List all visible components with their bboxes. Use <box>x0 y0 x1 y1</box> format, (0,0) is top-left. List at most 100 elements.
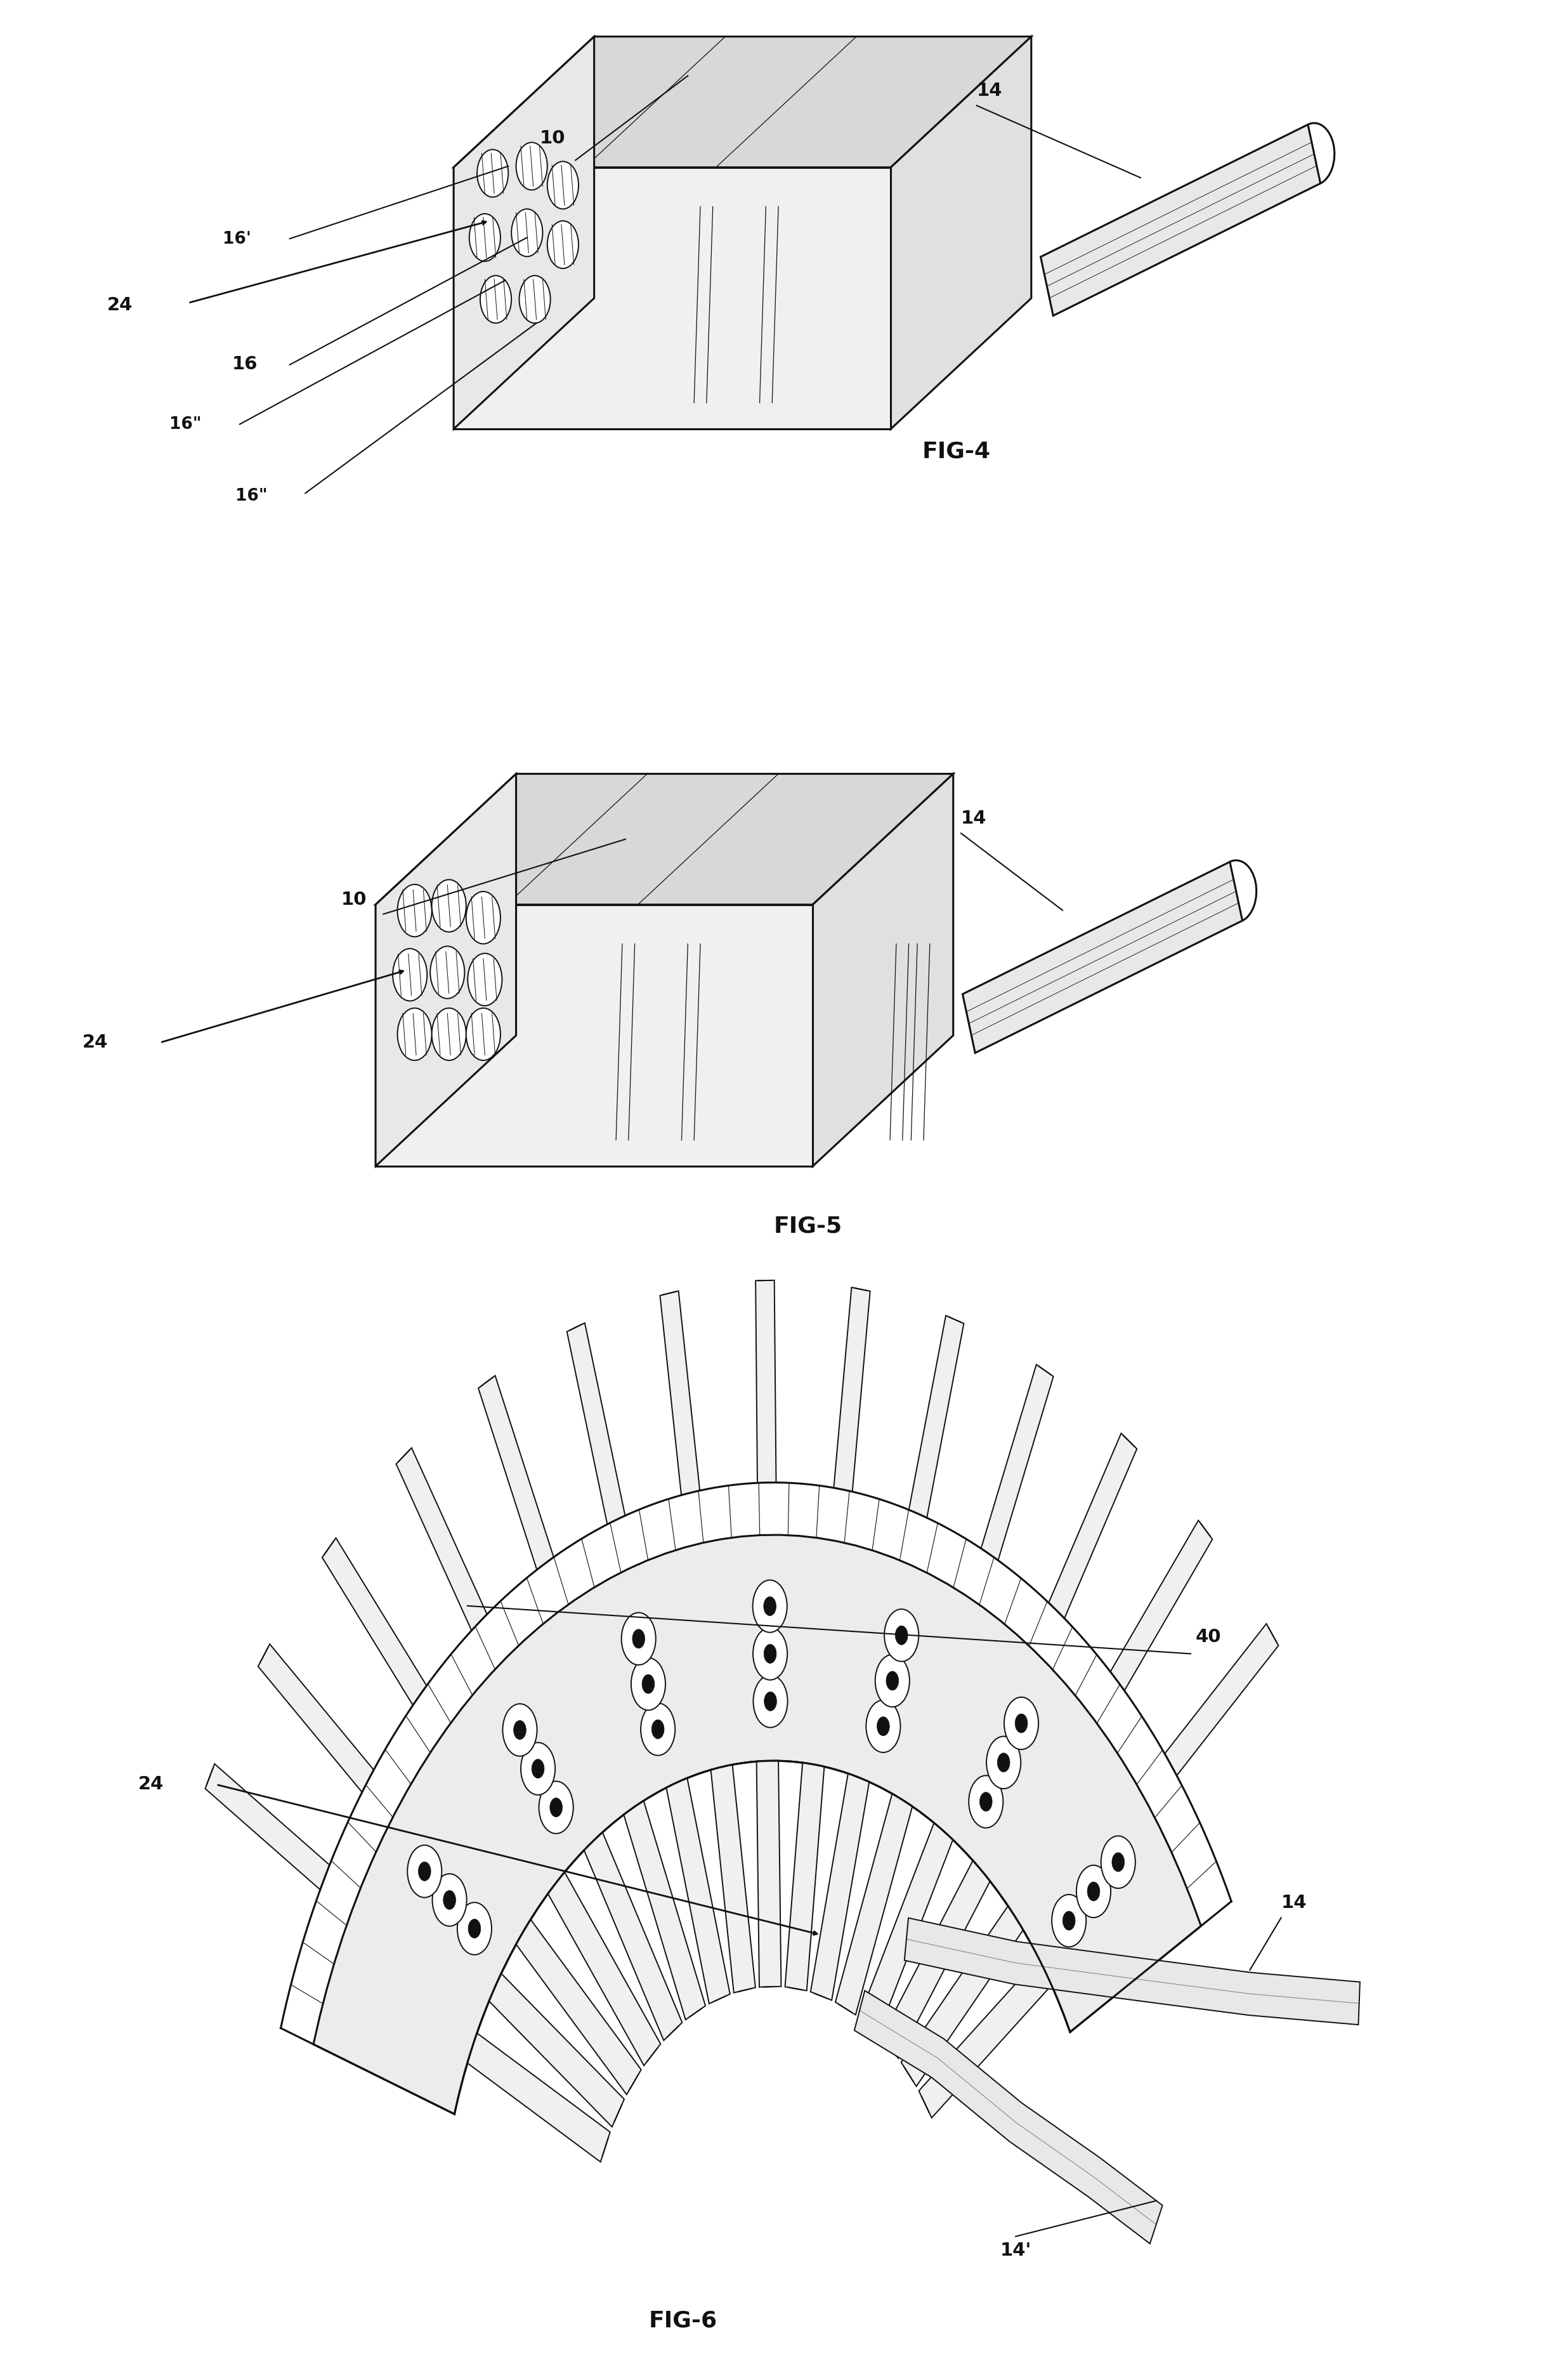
Circle shape <box>480 276 511 324</box>
Circle shape <box>397 885 431 938</box>
Circle shape <box>997 1754 1010 1773</box>
Circle shape <box>896 1626 908 1645</box>
Polygon shape <box>395 1447 488 1630</box>
Polygon shape <box>375 774 516 1166</box>
Text: 16': 16' <box>222 231 252 248</box>
Polygon shape <box>1110 1521 1213 1690</box>
Circle shape <box>885 1609 919 1661</box>
Circle shape <box>641 1704 675 1756</box>
Circle shape <box>547 221 578 269</box>
Circle shape <box>397 1009 431 1061</box>
Circle shape <box>1077 1866 1111 1918</box>
Text: 24: 24 <box>138 1775 164 1792</box>
Polygon shape <box>811 1773 869 1999</box>
Circle shape <box>477 150 508 198</box>
Circle shape <box>539 1780 574 1833</box>
Polygon shape <box>453 36 1032 167</box>
Circle shape <box>469 1918 481 1937</box>
Circle shape <box>547 162 578 209</box>
Polygon shape <box>567 1323 625 1523</box>
Polygon shape <box>982 1364 1053 1561</box>
Circle shape <box>514 1721 527 1740</box>
Polygon shape <box>1164 1623 1279 1775</box>
Circle shape <box>633 1630 646 1649</box>
Circle shape <box>1014 1714 1027 1733</box>
Circle shape <box>764 1692 777 1711</box>
Circle shape <box>877 1716 889 1735</box>
Circle shape <box>419 1861 431 1880</box>
Polygon shape <box>813 774 953 1166</box>
Polygon shape <box>467 2033 610 2161</box>
Circle shape <box>433 1873 467 1925</box>
Circle shape <box>753 1628 788 1680</box>
Polygon shape <box>891 36 1032 428</box>
Circle shape <box>622 1614 656 1666</box>
Polygon shape <box>1041 124 1321 317</box>
Circle shape <box>652 1721 664 1740</box>
Text: 24: 24 <box>83 1033 108 1052</box>
Polygon shape <box>516 1918 641 2094</box>
Polygon shape <box>711 1764 755 1992</box>
Text: 14: 14 <box>977 81 1002 100</box>
Polygon shape <box>963 862 1243 1052</box>
Circle shape <box>631 1659 666 1711</box>
Circle shape <box>408 1845 442 1897</box>
Polygon shape <box>453 36 594 428</box>
Polygon shape <box>855 1990 1163 2244</box>
Text: 14: 14 <box>961 809 986 828</box>
Text: 14': 14' <box>1000 2242 1032 2259</box>
Circle shape <box>980 1792 993 1811</box>
Polygon shape <box>660 1290 700 1495</box>
Polygon shape <box>585 1833 681 2040</box>
Polygon shape <box>910 1316 964 1518</box>
Polygon shape <box>453 167 891 428</box>
Text: 40: 40 <box>1196 1628 1221 1645</box>
Polygon shape <box>882 1861 989 2059</box>
Polygon shape <box>902 1906 1024 2087</box>
Polygon shape <box>314 1535 1200 2113</box>
Circle shape <box>431 881 466 933</box>
Circle shape <box>519 276 550 324</box>
Text: 10: 10 <box>341 890 367 909</box>
Circle shape <box>764 1645 777 1664</box>
Circle shape <box>1003 1697 1038 1749</box>
Circle shape <box>764 1597 777 1616</box>
Circle shape <box>753 1580 788 1633</box>
Text: FIG-4: FIG-4 <box>922 440 991 462</box>
Circle shape <box>1063 1911 1075 1930</box>
Polygon shape <box>258 1645 374 1792</box>
Text: 24: 24 <box>106 295 133 314</box>
Circle shape <box>466 1009 500 1061</box>
Polygon shape <box>489 1973 624 2128</box>
Circle shape <box>469 214 500 262</box>
Polygon shape <box>785 1764 824 1990</box>
Polygon shape <box>919 1959 1052 2118</box>
Circle shape <box>642 1676 655 1695</box>
Polygon shape <box>755 1280 777 1483</box>
Circle shape <box>753 1676 788 1728</box>
Circle shape <box>866 1699 900 1752</box>
Polygon shape <box>624 1802 705 2021</box>
Text: 16": 16" <box>234 488 267 505</box>
Circle shape <box>1052 1894 1086 1947</box>
Polygon shape <box>666 1778 730 2004</box>
Circle shape <box>875 1654 910 1706</box>
Polygon shape <box>478 1376 553 1571</box>
Circle shape <box>444 1890 456 1909</box>
Text: 16": 16" <box>169 416 202 433</box>
Text: 10: 10 <box>539 129 566 148</box>
Circle shape <box>520 1742 555 1795</box>
Circle shape <box>503 1704 538 1756</box>
Circle shape <box>886 1671 899 1690</box>
Text: 14: 14 <box>1282 1894 1307 1911</box>
Circle shape <box>430 947 464 1000</box>
Polygon shape <box>756 1761 782 1987</box>
Circle shape <box>431 1009 466 1061</box>
Circle shape <box>1088 1883 1100 1902</box>
Circle shape <box>1111 1852 1124 1871</box>
Circle shape <box>986 1737 1021 1790</box>
Text: 16: 16 <box>231 355 258 374</box>
Polygon shape <box>860 1823 953 2035</box>
Circle shape <box>531 1759 544 1778</box>
Polygon shape <box>833 1288 871 1492</box>
